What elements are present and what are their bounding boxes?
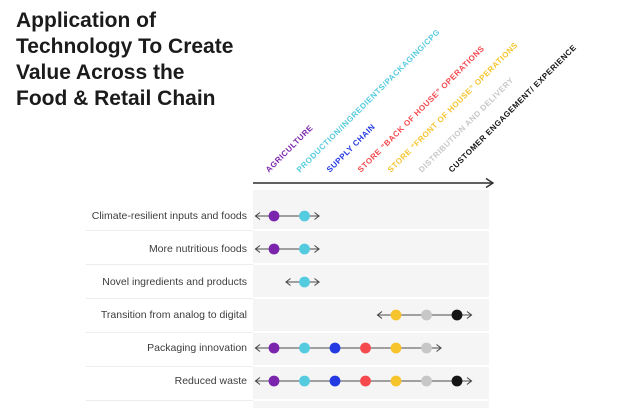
stage-dot (268, 210, 280, 222)
row-band (253, 401, 489, 408)
stage-dot (329, 342, 341, 354)
row-label: Climate-resilient inputs and foods (91, 210, 247, 222)
arrow-right-icon (436, 344, 442, 352)
arrow-left-icon (254, 212, 261, 220)
row-dot-range (254, 375, 473, 387)
row-separator (86, 400, 253, 401)
stage-dot (268, 375, 280, 387)
row-dot-range (376, 309, 473, 321)
row-label: Reduced waste (174, 375, 247, 387)
arrow-left-icon (376, 311, 383, 319)
arrow-right-icon (466, 311, 473, 319)
row-label: Packaging innovation (147, 342, 247, 354)
arrow-left-icon (254, 245, 261, 253)
stage-dot (329, 375, 341, 387)
stage-dot (268, 243, 280, 255)
arrow-left-icon (285, 278, 291, 286)
stage-dot (451, 375, 463, 387)
stage-dot (360, 375, 371, 387)
row-band (253, 231, 489, 263)
row-separator (86, 366, 253, 367)
arrow-right-icon (314, 278, 320, 286)
row-band (253, 190, 489, 229)
row-band (253, 333, 489, 365)
stage-dot (299, 375, 310, 387)
stage-dot (421, 309, 432, 321)
row-separator (86, 264, 253, 265)
stage-dot (390, 342, 402, 354)
row-band (253, 367, 489, 399)
row-dot-range (285, 276, 320, 288)
arrow-left-icon (254, 344, 261, 352)
stage-dot (390, 309, 402, 321)
row-band (253, 265, 489, 297)
stage-dot (390, 375, 402, 387)
arrow-left-icon (254, 377, 261, 385)
row-label: More nutritious foods (148, 243, 247, 255)
chart-title: Application of Technology To Create Valu… (16, 9, 234, 110)
row-separator (86, 230, 253, 231)
arrow-right-icon (466, 377, 473, 385)
row-dot-range (254, 342, 442, 354)
stage-dot (421, 342, 432, 354)
arrow-right-icon (314, 212, 320, 220)
arrow-right-icon (314, 245, 320, 253)
stage-dot (299, 243, 310, 255)
stage-dot (299, 276, 310, 288)
row-separator (86, 332, 253, 333)
stage-dot (268, 342, 280, 354)
arrow-right-icon (485, 177, 495, 189)
stage-dot (299, 210, 310, 222)
row-separator (86, 298, 253, 299)
axis-arrow (253, 177, 495, 189)
row-dot-range (254, 243, 320, 255)
row-label: Novel ingredients and products (102, 276, 247, 288)
stage-dot (451, 309, 463, 321)
stage-dot (421, 375, 432, 387)
stage-dot (299, 342, 310, 354)
stage-dot (360, 342, 371, 354)
row-label: Transition from analog to digital (100, 309, 247, 321)
row-dot-range (254, 210, 320, 222)
